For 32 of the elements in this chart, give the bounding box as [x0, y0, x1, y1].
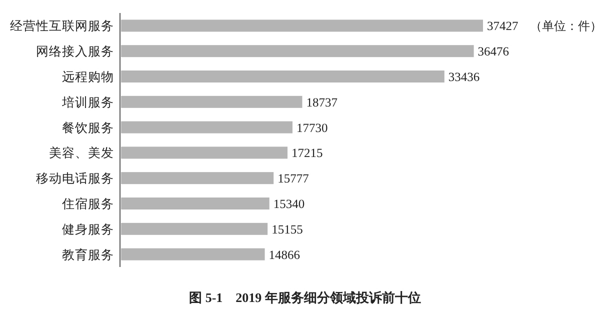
y-tick-label: 经营性互联网服务	[10, 19, 114, 34]
data-label: 17730	[296, 120, 328, 135]
y-tick-label: 教育服务	[62, 246, 114, 262]
data-label: 37427	[487, 19, 518, 34]
y-tick-label: 美容、美发	[49, 145, 114, 160]
y-tick-label: 移动电话服务	[36, 172, 114, 186]
bar	[121, 70, 444, 82]
y-tick-label: 健身服务	[62, 222, 114, 236]
bar	[121, 20, 483, 32]
bar	[121, 45, 474, 58]
y-tick-label: 餐饮服务	[62, 120, 114, 135]
bar	[121, 172, 274, 184]
bar	[121, 96, 302, 108]
data-label: 36476	[478, 44, 510, 59]
data-label: 15340	[273, 197, 305, 211]
y-tick-label: 网络接入服务	[36, 44, 114, 59]
data-label: 15777	[278, 172, 309, 186]
bar	[121, 248, 265, 260]
data-label: 14866	[268, 248, 300, 262]
y-tick-label: 培训服务	[61, 95, 114, 110]
y-tick-label: 住宿服务	[61, 196, 114, 211]
bar	[121, 222, 268, 235]
bar	[121, 146, 288, 159]
data-label: 33436	[448, 70, 480, 84]
text: （单位：件）	[530, 19, 602, 34]
text: 图 5-1 2019 年服务细分领域投诉前十位	[189, 290, 421, 305]
data-label: 18737	[306, 95, 338, 110]
data-label: 15155	[272, 222, 303, 236]
bar	[121, 121, 292, 134]
data-label: 17215	[292, 146, 323, 160]
y-tick-label: 远程购物	[62, 70, 114, 84]
bar	[121, 198, 270, 210]
